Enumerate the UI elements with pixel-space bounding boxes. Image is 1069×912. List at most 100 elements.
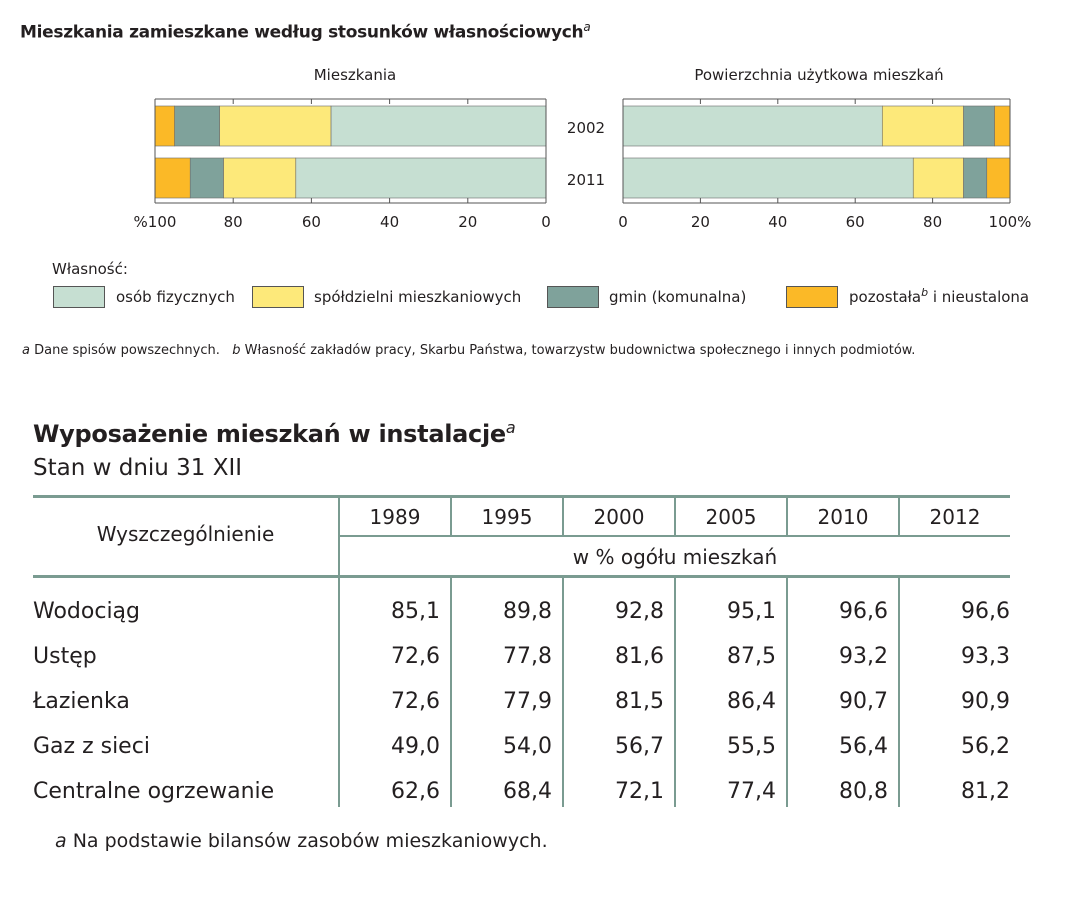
table-col-divider [450, 495, 452, 535]
row-label: Łazienka [33, 689, 130, 714]
row-header: Wyszczególnienie [96, 522, 275, 546]
table-col-divider [562, 578, 564, 807]
tick-label: 0 [618, 213, 628, 231]
table-cell: 87,5 [727, 644, 776, 669]
legend-label-other: pozostałab i nieustalona [849, 286, 1030, 306]
table-cell: 77,8 [503, 644, 552, 669]
table-cell: 56,7 [615, 734, 664, 759]
table-top-rule [33, 495, 1010, 498]
legend-label-cooperative: spółdzielni mieszkaniowych [314, 288, 522, 306]
table-cell: 95,1 [727, 599, 776, 624]
tick-label: 60 [302, 213, 321, 231]
bar-segment [963, 105, 995, 147]
table-cell: 96,6 [961, 599, 1010, 624]
table-cell: 81,5 [615, 689, 664, 714]
table-col-divider [786, 495, 788, 535]
legend-label-private: osób fizycznych [116, 288, 235, 306]
chart-title: Mieszkania zamieszkane według stosunków … [20, 20, 591, 43]
table-cell: 81,2 [961, 779, 1010, 804]
table-cell: 86,4 [727, 689, 776, 714]
table-title: Wyposażenie mieszkań w instalacjea [33, 418, 516, 448]
tick-label: 100% [989, 213, 1032, 231]
table-cell: 49,0 [391, 734, 440, 759]
table-col-divider [674, 578, 676, 807]
bar-segment [330, 105, 547, 147]
bar-segment [189, 157, 224, 199]
row-label: Gaz z sieci [33, 734, 150, 759]
year-header: 2005 [705, 505, 757, 529]
tick-label: %100 [134, 213, 177, 231]
tick-label: 20 [458, 213, 477, 231]
chart-footnote: a Dane spisów powszechnych. b Własność z… [22, 343, 916, 358]
table-col-divider [562, 495, 564, 535]
tick-label: 60 [846, 213, 865, 231]
table-cell: 90,7 [839, 689, 888, 714]
chart-panel-title: Powierzchnia użytkowa mieszkań [694, 66, 943, 84]
table-col-divider [338, 495, 340, 807]
table-cell: 72,1 [615, 779, 664, 804]
legend-label-municipal: gmin (komunalna) [609, 288, 747, 306]
bar-segment [622, 105, 883, 147]
row-label: Ustęp [33, 644, 97, 669]
table-cell: 54,0 [503, 734, 552, 759]
table-cell: 77,9 [503, 689, 552, 714]
table-subtitle: Stan w dniu 31 XII [33, 455, 243, 481]
unit-header: w % ogółu mieszkań [572, 545, 778, 569]
table-cell: 89,8 [503, 599, 552, 624]
bar-segment [219, 105, 332, 147]
table-cell: 80,8 [839, 779, 888, 804]
bar-segment [986, 157, 1011, 199]
table-cell: 55,5 [727, 734, 776, 759]
tick-label: 0 [541, 213, 551, 231]
bar-segment [622, 157, 914, 199]
year-header: 2012 [929, 505, 981, 529]
table-cell: 68,4 [503, 779, 552, 804]
table-col-divider [450, 578, 452, 807]
tick-label: 20 [691, 213, 710, 231]
tick-label: 40 [380, 213, 399, 231]
tick-label: 80 [923, 213, 942, 231]
chart-panel-title: Mieszkania [314, 66, 397, 84]
bar-segment [881, 105, 964, 147]
category-label: 2002 [567, 119, 605, 137]
legend-title: Własność: [52, 260, 128, 278]
table-cell: 72,6 [391, 689, 440, 714]
table-cell: 81,6 [615, 644, 664, 669]
year-header: 1995 [481, 505, 533, 529]
legend-swatch-cooperative [252, 286, 304, 308]
bar-segment [154, 105, 175, 147]
bar-segment [994, 105, 1011, 147]
table-col-divider [898, 495, 900, 535]
table-cell: 72,6 [391, 644, 440, 669]
legend-swatch-other [786, 286, 838, 308]
bar-segment [174, 105, 220, 147]
table-cell: 93,2 [839, 644, 888, 669]
table-header-rule [33, 575, 1010, 578]
bar-segment [154, 157, 191, 199]
table-cell: 92,8 [615, 599, 664, 624]
tick-label: 80 [224, 213, 243, 231]
year-header: 2010 [817, 505, 869, 529]
bar-segment [912, 157, 964, 199]
bar-segment [963, 157, 988, 199]
table-cell: 56,2 [961, 734, 1010, 759]
tick-label: 40 [768, 213, 787, 231]
table-cell: 77,4 [727, 779, 776, 804]
legend-swatch-municipal [547, 286, 599, 308]
row-label: Wodociąg [33, 599, 141, 624]
bar-segment [223, 157, 297, 199]
table-cell: 56,4 [839, 734, 888, 759]
table-footnote: a Na podstawie bilansów zasobów mieszkan… [55, 830, 548, 852]
table-col-divider [786, 578, 788, 807]
stacked-bar-charts: Mieszkania 2002 2011 %100 80 60 40 20 0 Powierzch… [134, 66, 1032, 231]
row-label: Centralne ogrzewanie [33, 779, 275, 804]
table-subheader-rule [338, 535, 1010, 537]
table-col-divider [898, 578, 900, 807]
table-cell: 85,1 [391, 599, 440, 624]
category-label: 2011 [567, 171, 605, 189]
year-header: 1989 [369, 505, 421, 529]
bar-segment [295, 157, 547, 199]
table-cell: 90,9 [961, 689, 1010, 714]
table-cell: 62,6 [391, 779, 440, 804]
table-cell: 96,6 [839, 599, 888, 624]
